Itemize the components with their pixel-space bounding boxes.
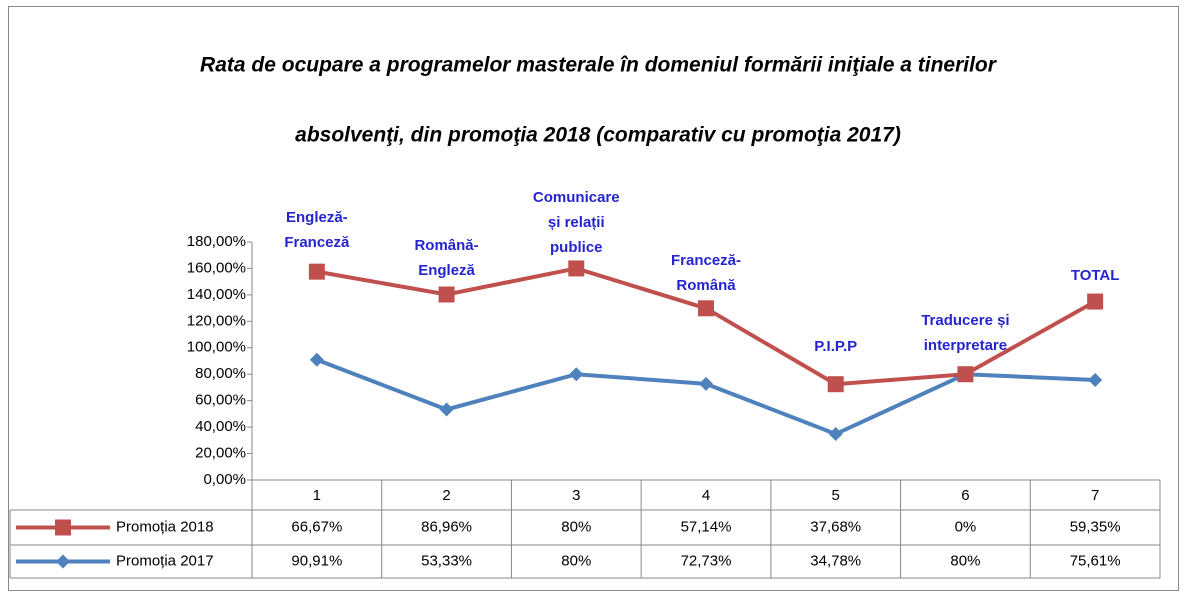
annotation: P.I.P.P xyxy=(814,338,857,355)
table-value: 53,33% xyxy=(421,552,472,569)
annotation: Engleză- xyxy=(286,209,348,226)
table-value: 80% xyxy=(950,552,980,569)
marker xyxy=(55,519,71,536)
annotation: Franceză- xyxy=(671,252,741,269)
annotation: interpretare xyxy=(924,337,1007,354)
x-tick-label: 7 xyxy=(1091,487,1099,504)
annotation: Franceză xyxy=(284,234,350,251)
x-tick-label: 4 xyxy=(702,487,710,504)
table-value: 72,73% xyxy=(681,552,732,569)
x-tick-label: 1 xyxy=(313,487,321,504)
table-value: 66,67% xyxy=(291,518,342,535)
chart-title: absolvenţi, din promoţia 2018 (comparati… xyxy=(295,124,901,147)
marker xyxy=(957,366,974,383)
table-value: 34,78% xyxy=(810,552,861,569)
annotation: Engleză xyxy=(418,262,475,279)
x-tick-label: 5 xyxy=(832,487,840,504)
marker xyxy=(698,300,714,317)
table-value: 86,96% xyxy=(421,518,472,535)
annotation: Comunicare xyxy=(533,189,620,206)
y-tick-label: 80,00% xyxy=(195,365,246,382)
marker xyxy=(568,260,585,277)
table-value: 57,14% xyxy=(681,518,732,535)
y-tick-label: 60,00% xyxy=(195,392,246,409)
marker xyxy=(828,427,843,442)
marker xyxy=(699,376,713,391)
y-tick-label: 20,00% xyxy=(195,445,246,462)
legend-label: Promoția 2017 xyxy=(116,552,214,569)
marker xyxy=(827,376,844,393)
table-value: 0% xyxy=(955,518,977,535)
annotation: Română xyxy=(676,277,736,294)
annotation: Română- xyxy=(414,237,478,254)
marker xyxy=(438,286,455,303)
table-value: 80% xyxy=(561,552,591,569)
x-tick-label: 3 xyxy=(572,487,580,504)
annotation: Traducere și xyxy=(921,312,1009,329)
table-value: 37,68% xyxy=(810,518,861,535)
marker xyxy=(1087,293,1104,310)
table-value: 59,35% xyxy=(1070,518,1121,535)
y-tick-label: 0,00% xyxy=(203,471,246,488)
marker xyxy=(569,367,584,382)
y-tick-label: 100,00% xyxy=(187,339,246,356)
legend-label: Promoția 2018 xyxy=(116,518,214,535)
marker xyxy=(308,263,325,280)
chart-frame xyxy=(8,6,1179,591)
x-tick-label: 6 xyxy=(961,487,969,504)
chart-title: Rata de ocupare a programelor masterale … xyxy=(200,54,998,77)
table-value: 90,91% xyxy=(291,552,342,569)
table-value: 80% xyxy=(561,518,591,535)
marker xyxy=(56,554,70,569)
annotation: și relații xyxy=(548,214,605,231)
y-tick-label: 120,00% xyxy=(187,312,246,329)
marker xyxy=(309,352,324,367)
annotation: TOTAL xyxy=(1071,267,1120,284)
table-value: 75,61% xyxy=(1070,552,1121,569)
y-tick-label: 180,00% xyxy=(187,233,246,250)
annotation: publice xyxy=(550,239,603,256)
marker xyxy=(1088,373,1103,388)
y-tick-label: 160,00% xyxy=(187,259,246,276)
y-tick-label: 140,00% xyxy=(187,286,246,303)
marker xyxy=(439,402,454,417)
y-tick-label: 40,00% xyxy=(195,418,246,435)
x-tick-label: 2 xyxy=(442,487,450,504)
